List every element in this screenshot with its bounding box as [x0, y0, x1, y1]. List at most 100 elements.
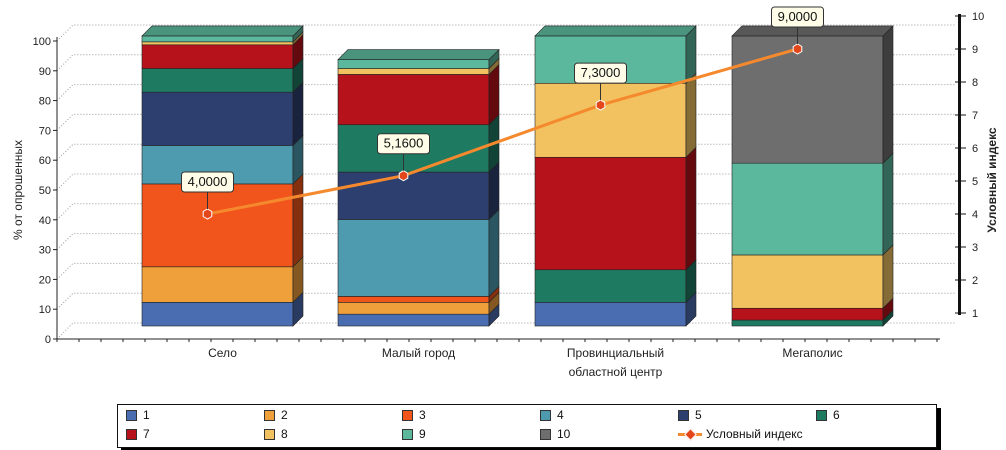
- data-label: 9,0000: [778, 9, 818, 24]
- legend-swatch: [540, 409, 551, 421]
- legend-swatch: [264, 409, 275, 421]
- y-tick-label: 70: [39, 125, 51, 137]
- data-label: 7,3000: [581, 65, 621, 80]
- y-tick-label: 10: [39, 304, 51, 316]
- index-line: 4,0000 5,1600 7,3000 9,0000: [181, 6, 824, 220]
- category-label: Провинциальный областной центр: [567, 346, 664, 379]
- y-tick-label: 50: [39, 185, 51, 197]
- legend-item: 5: [678, 407, 702, 423]
- legend-item: 2: [264, 407, 288, 423]
- bar-segment-7: [534, 156, 687, 271]
- index-line-path: [207, 47, 798, 216]
- y-tick-label: 30: [39, 245, 51, 257]
- bar-side-3: [292, 173, 304, 268]
- legend-label: 4: [557, 408, 564, 422]
- bar-segment-8: [141, 41, 294, 46]
- legend-item: 4: [540, 407, 564, 423]
- bar-segment-7: [731, 307, 884, 321]
- legend-swatch: [816, 409, 827, 421]
- bar-segment-7: [141, 44, 294, 69]
- bar-segment-10: [731, 35, 884, 164]
- legend-label: 9: [419, 427, 426, 441]
- legend-item: 7: [126, 426, 150, 442]
- bar-segment-7: [337, 74, 490, 126]
- stacked-bars: [141, 25, 894, 327]
- data-label-box: [771, 6, 824, 28]
- legend-label: 1: [143, 408, 150, 422]
- bar-top: [731, 25, 894, 37]
- y2-tick-label: 10: [972, 11, 984, 23]
- bar-side-5: [292, 81, 304, 147]
- bar-side-7: [685, 146, 697, 271]
- y-axis-title: % от опрошенных: [11, 140, 25, 240]
- bar-segment-5: [337, 171, 490, 220]
- legend-swatch: [402, 428, 413, 440]
- legend-swatch: [126, 428, 137, 440]
- bar-segment-1: [141, 302, 294, 327]
- bar-segment-8: [731, 254, 884, 309]
- bar-segment-6: [534, 269, 687, 303]
- y2-tick-label: 1: [972, 308, 978, 320]
- legend-label: 8: [281, 427, 288, 441]
- legend-swatch: [540, 428, 551, 440]
- bar-side-10: [882, 25, 894, 164]
- bar-top: [337, 49, 500, 60]
- index-marker: [792, 43, 803, 55]
- data-label-box: [574, 62, 627, 84]
- data-label-box: [181, 171, 234, 193]
- bar-top: [141, 25, 304, 37]
- legend-item: 3: [402, 407, 426, 423]
- bar-segment-9: [731, 162, 884, 256]
- bar-segment-6: [141, 68, 294, 93]
- bar-side-9: [882, 152, 894, 256]
- y2-tick-label: 7: [972, 110, 978, 122]
- bar-segment-9: [141, 35, 294, 43]
- y2-tick-label: 3: [972, 242, 978, 254]
- y2-tick-label: 9: [972, 44, 978, 56]
- legend-swatch: [264, 428, 275, 440]
- legend-item: 6: [816, 407, 840, 423]
- bar-segment-5: [141, 91, 294, 146]
- bar-segment-1: [534, 302, 687, 327]
- bar-segment-2: [337, 302, 490, 315]
- y2-tick-label: 5: [972, 176, 978, 188]
- legend-label: 3: [419, 408, 426, 422]
- legend-label: 7: [143, 427, 150, 441]
- bar-top: [534, 25, 697, 37]
- category-label: Село: [208, 346, 237, 360]
- y-tick-label: 20: [39, 274, 51, 286]
- legend-swatch: [402, 409, 413, 421]
- chart-svg: 0 10 20 30 40 50 60 70 80 90 100 1 2 3 4 5 6 7 8 9 10 Село Мал…: [11, 6, 999, 379]
- y-tick-label: 90: [39, 66, 51, 78]
- index-marker: [595, 99, 606, 111]
- bar-side-7: [488, 63, 500, 126]
- legend-label: 5: [695, 408, 702, 422]
- bar-segment-6: [731, 319, 884, 327]
- bar-segment-1: [337, 313, 490, 327]
- legend-label: 2: [281, 408, 288, 422]
- y-tick-label: 80: [39, 96, 51, 108]
- index-marker: [398, 170, 409, 182]
- legend-item: 9: [402, 426, 426, 442]
- data-label: 4,0000: [188, 174, 228, 189]
- legend-label: Условный индекс: [706, 427, 803, 441]
- y-tick-label: 60: [39, 155, 51, 167]
- y2-axis-title: Условный индекс: [985, 127, 999, 233]
- y2-tick-label: 2: [972, 275, 978, 287]
- y2-axis-line: [958, 14, 961, 315]
- bar-segment-8: [337, 68, 490, 75]
- y-tick-label: 100: [33, 36, 51, 48]
- bar-segment-3: [337, 296, 490, 303]
- y-tick-label: 40: [39, 215, 51, 227]
- index-marker: [202, 208, 213, 220]
- data-label: 5,1600: [384, 136, 424, 151]
- data-label-box: [377, 133, 430, 155]
- legend: 1 2 3 4 5 6 7 8 9 10 Условный индекс: [117, 404, 937, 448]
- legend-item: 8: [264, 426, 288, 442]
- axes: 0 10 20 30 40 50 60 70 80 90 100 1 2 3 4 5 6 7 8 9 10 Село Мал…: [33, 11, 985, 379]
- legend-item: Условный индекс: [678, 426, 803, 442]
- legend-swatch: [678, 409, 689, 421]
- bar-segment-2: [141, 266, 294, 303]
- legend-item: 1: [126, 407, 150, 423]
- y2-tick-label: 6: [972, 143, 978, 155]
